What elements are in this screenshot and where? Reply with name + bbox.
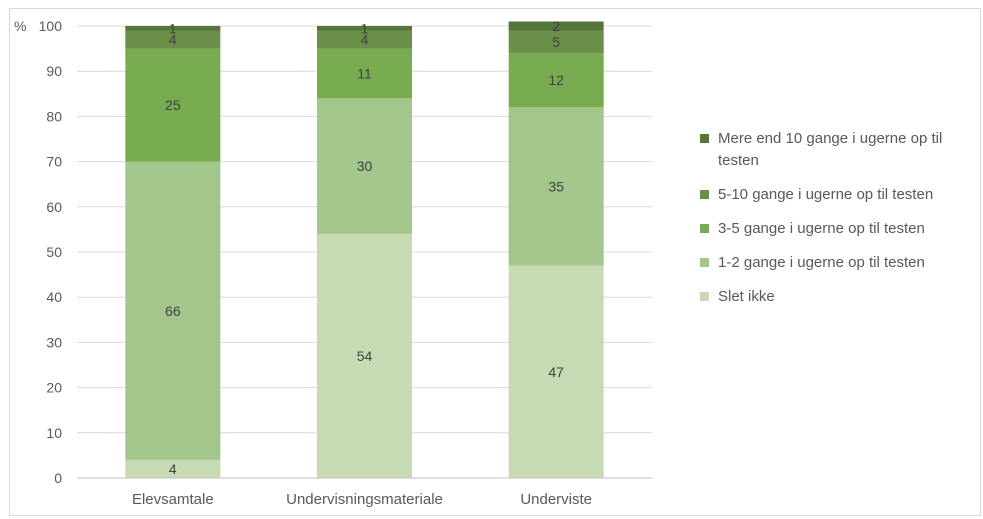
bar-segment bbox=[125, 26, 221, 31]
y-tick-label: 30 bbox=[46, 334, 62, 350]
data-label: 1 bbox=[361, 20, 369, 36]
legend-label: Mere end 10 gange i ugerne op til testen bbox=[718, 130, 943, 169]
y-tick-label: 70 bbox=[46, 154, 62, 170]
bar-segment bbox=[317, 233, 412, 478]
bar-segment bbox=[508, 21, 604, 31]
data-label: 35 bbox=[548, 178, 564, 194]
legend-label: 5-10 gange i ugerne op til testen bbox=[718, 186, 934, 203]
legend-swatch bbox=[700, 258, 709, 267]
bar-segment bbox=[317, 98, 412, 234]
x-category-label: Underviste bbox=[520, 491, 592, 508]
bar-segment bbox=[125, 459, 221, 478]
data-label: 12 bbox=[548, 72, 564, 88]
legend-item-series-2: 1-2 gange i ugerne op til testen bbox=[700, 252, 975, 274]
data-label: 25 bbox=[165, 97, 181, 113]
bar-segment bbox=[125, 30, 221, 49]
bar-segment bbox=[508, 265, 604, 478]
data-label: 4 bbox=[361, 32, 369, 48]
y-tick-label: 90 bbox=[46, 63, 62, 79]
bar-segment bbox=[317, 30, 412, 49]
y-tick-label: 50 bbox=[46, 244, 62, 260]
y-tick-label: 40 bbox=[46, 289, 62, 305]
y-tick-label: 80 bbox=[46, 108, 62, 124]
data-label: 54 bbox=[357, 348, 373, 364]
data-label: 11 bbox=[357, 65, 372, 81]
data-label: 47 bbox=[548, 364, 564, 380]
legend-item-series-3: 3-5 gange i ugerne op til testen bbox=[700, 218, 975, 240]
legend-item-series-1: Slet ikke bbox=[700, 286, 975, 308]
legend-swatch bbox=[700, 292, 709, 301]
legend-label: Slet ikke bbox=[718, 288, 775, 305]
data-label: 30 bbox=[357, 158, 373, 174]
bar-segment bbox=[508, 30, 604, 54]
legend-label: 3-5 gange i ugerne op til testen bbox=[718, 220, 925, 237]
bar-segment bbox=[125, 48, 221, 162]
data-label: 4 bbox=[169, 461, 177, 477]
y-axis-label: % bbox=[14, 18, 26, 34]
legend-label: 1-2 gange i ugerne op til testen bbox=[718, 254, 925, 271]
y-tick-label: 0 bbox=[54, 470, 62, 486]
legend-swatch bbox=[700, 224, 709, 233]
bar-segment bbox=[508, 107, 604, 266]
data-label: 5 bbox=[552, 34, 560, 50]
legend-item-series-5: Mere end 10 gange i ugerne op til testen bbox=[700, 128, 975, 172]
legend-swatch bbox=[700, 190, 709, 199]
data-label: 66 bbox=[165, 303, 181, 319]
y-tick-label: 60 bbox=[46, 199, 62, 215]
legend: Mere end 10 gange i ugerne op til testen… bbox=[700, 128, 975, 320]
data-label: 2 bbox=[552, 18, 560, 34]
x-category-label: Elevsamtale bbox=[132, 491, 214, 508]
legend-item-series-4: 5-10 gange i ugerne op til testen bbox=[700, 184, 975, 206]
y-tick-label: 10 bbox=[46, 425, 62, 441]
bar-segment bbox=[317, 26, 412, 31]
y-tick-label: 100 bbox=[39, 18, 63, 34]
bar-segment bbox=[508, 53, 604, 108]
y-tick-label: 20 bbox=[46, 380, 62, 396]
bar-segment bbox=[317, 48, 412, 99]
data-label: 1 bbox=[169, 20, 177, 36]
data-label: 4 bbox=[169, 32, 177, 48]
legend-swatch bbox=[700, 134, 709, 143]
bar-segment bbox=[125, 161, 221, 460]
x-category-label: Undervisningsmateriale bbox=[286, 491, 443, 508]
